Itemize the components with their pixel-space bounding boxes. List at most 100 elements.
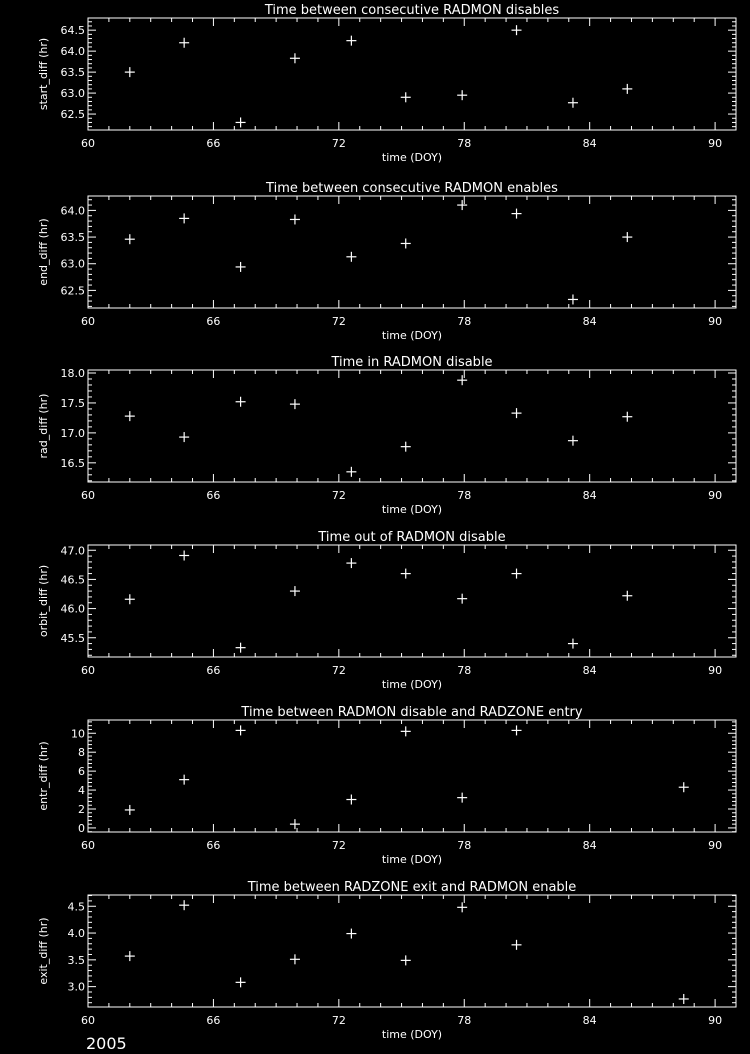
scatter-panel-1: Time between consecutive RADMON disables… (37, 3, 737, 164)
data-point (511, 25, 522, 36)
data-point (346, 558, 357, 569)
x-tick-label: 90 (708, 315, 722, 328)
data-point (567, 294, 578, 305)
y-axis-label: orbit_diff (hr) (37, 565, 50, 637)
y-tick-label: 63.5 (61, 66, 86, 79)
scatter-panel-5: Time between RADMON disable and RADZONE … (37, 705, 737, 866)
x-tick-label: 90 (708, 664, 722, 677)
data-point (289, 399, 300, 410)
data-point (179, 213, 190, 224)
x-axis-label: time (DOY) (382, 853, 442, 866)
chart-title: Time between RADMON disable and RADZONE … (240, 705, 582, 720)
x-tick-label: 66 (206, 489, 220, 502)
x-axis-label: time (DOY) (382, 329, 442, 342)
y-tick-label: 8 (78, 746, 85, 759)
x-tick-label: 72 (332, 137, 346, 150)
chart-title: Time between RADZONE exit and RADMON ena… (247, 880, 577, 895)
x-tick-label: 90 (708, 489, 722, 502)
data-point (124, 411, 135, 422)
data-point (622, 232, 633, 243)
chart-title: Time between consecutive RADMON disables (264, 3, 560, 18)
x-tick-label: 78 (457, 664, 471, 677)
y-tick-label: 4.5 (68, 900, 86, 913)
y-tick-label: 4 (78, 784, 85, 797)
y-tick-label: 2 (78, 803, 85, 816)
data-point (124, 67, 135, 78)
x-tick-label: 84 (583, 137, 597, 150)
data-point (124, 804, 135, 815)
x-tick-label: 72 (332, 664, 346, 677)
x-tick-label: 66 (206, 839, 220, 852)
data-point (179, 37, 190, 48)
data-point (124, 234, 135, 245)
data-point (457, 90, 468, 101)
scatter-panel-4: Time out of RADMON disable time (DOY) orbi… (37, 530, 737, 691)
y-tick-label: 3.5 (68, 954, 86, 967)
scatter-panel-3: Time in RADMON disable time (DOY) rad_diff… (37, 355, 737, 516)
chart-title: Time in RADMON disable (330, 355, 492, 370)
x-tick-label: 66 (206, 315, 220, 328)
data-point (179, 432, 190, 443)
data-point (289, 819, 300, 830)
data-point (289, 954, 300, 965)
data-point (400, 726, 411, 737)
data-point (235, 642, 246, 653)
data-point (567, 435, 578, 446)
x-tick-label: 72 (332, 839, 346, 852)
chart-title: Time between consecutive RADMON enables (265, 181, 558, 196)
x-axis-label: time (DOY) (382, 151, 442, 164)
y-tick-label: 46.5 (61, 573, 86, 586)
footer-year: 2005 (86, 1034, 127, 1050)
data-point (179, 774, 190, 785)
y-tick-label: 0 (78, 822, 85, 835)
x-tick-label: 78 (457, 839, 471, 852)
x-tick-label: 84 (583, 839, 597, 852)
y-tick-label: 4.0 (68, 927, 86, 940)
data-point (235, 725, 246, 736)
scatter-panel-2: Time between consecutive RADMON enables t… (37, 181, 737, 342)
y-tick-label: 17.0 (61, 427, 86, 440)
y-tick-label: 17.5 (61, 397, 86, 410)
x-tick-label: 78 (457, 1014, 471, 1027)
plot-frame (87, 195, 737, 309)
y-tick-label: 63.0 (61, 258, 86, 271)
data-point (400, 568, 411, 579)
data-point (400, 92, 411, 103)
plot-frame (87, 369, 737, 483)
x-tick-label: 60 (81, 315, 95, 328)
data-point (346, 35, 357, 46)
x-axis-label: time (DOY) (382, 678, 442, 691)
x-tick-label: 84 (583, 664, 597, 677)
y-tick-label: 10 (71, 727, 85, 740)
data-point (124, 594, 135, 605)
y-axis-label: end_diff (hr) (37, 218, 50, 285)
y-axis-label: entr_diff (hr) (37, 741, 50, 810)
x-tick-label: 84 (583, 489, 597, 502)
data-point (179, 550, 190, 561)
y-tick-label: 63.0 (61, 87, 86, 100)
x-tick-label: 60 (81, 137, 95, 150)
x-tick-label: 66 (206, 1014, 220, 1027)
data-point (289, 586, 300, 597)
scatter-panel-6: Time between RADZONE exit and RADMON ena… (37, 880, 737, 1041)
x-tick-label: 78 (457, 315, 471, 328)
x-tick-label: 78 (457, 137, 471, 150)
data-point (457, 593, 468, 604)
data-point (511, 208, 522, 219)
data-point (179, 900, 190, 911)
data-point (622, 590, 633, 601)
y-tick-label: 64.0 (61, 204, 86, 217)
data-point (235, 261, 246, 272)
data-point (622, 411, 633, 422)
y-tick-label: 6 (78, 765, 85, 778)
data-point (511, 408, 522, 419)
x-tick-label: 84 (583, 315, 597, 328)
data-point (400, 441, 411, 452)
plot-frame (87, 544, 737, 658)
y-tick-label: 62.5 (61, 108, 86, 121)
data-point (289, 214, 300, 225)
data-point (457, 902, 468, 913)
x-tick-label: 66 (206, 137, 220, 150)
x-tick-label: 60 (81, 489, 95, 502)
data-point (567, 638, 578, 649)
